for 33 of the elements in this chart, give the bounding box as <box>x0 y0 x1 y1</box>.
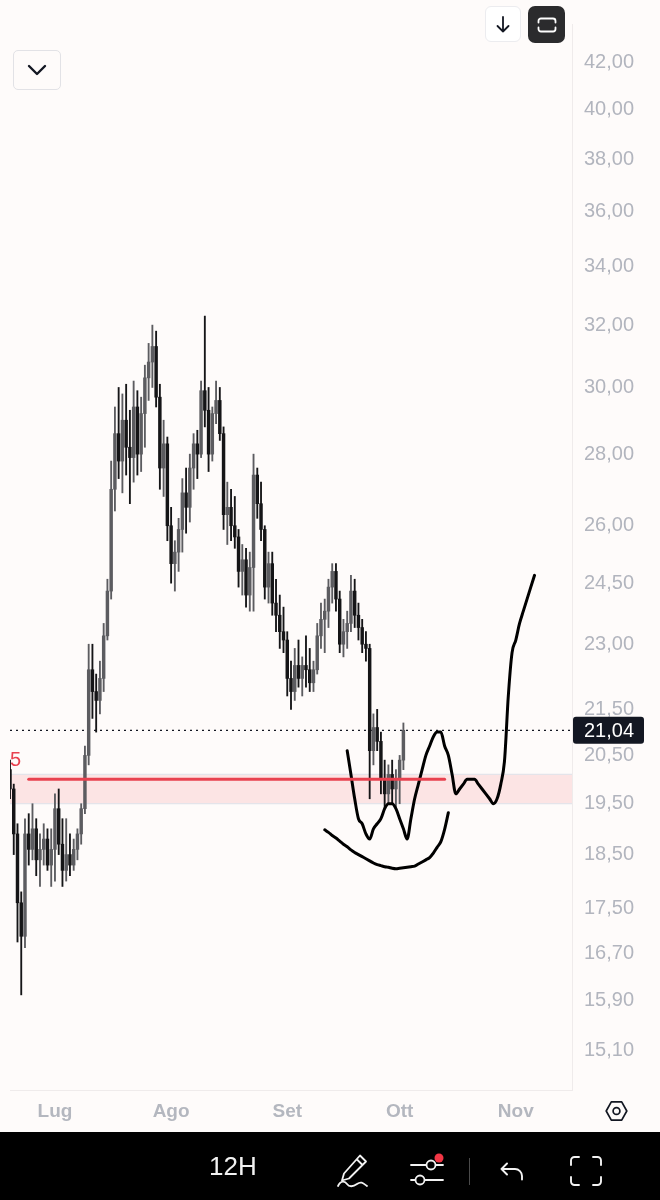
y-tick-label: 20,50 <box>584 742 635 765</box>
download-button[interactable] <box>485 6 521 42</box>
y-tick-label: 38,00 <box>584 146 635 169</box>
ref-line-label: 21,04 <box>584 718 635 741</box>
bottom-toolbar: 12H <box>0 1132 660 1200</box>
y-tick-label: 28,00 <box>584 441 635 464</box>
y-tick-label: 32,00 <box>584 312 635 335</box>
y-tick-label: 36,00 <box>584 198 635 221</box>
y-tick-label: 30,00 <box>584 374 635 397</box>
y-tick-label: 34,00 <box>584 254 635 277</box>
y-tick-label: 19,50 <box>584 791 635 814</box>
dropdown-button[interactable] <box>13 50 61 90</box>
annotation: 5 <box>10 747 22 770</box>
x-tick-label: Set <box>272 1099 303 1121</box>
x-tick-label: Ott <box>385 1099 415 1121</box>
line-series <box>323 811 450 871</box>
y-tick-label: 16,70 <box>584 941 635 964</box>
line-series <box>345 573 537 841</box>
y-tick-label: 21,50 <box>584 696 635 719</box>
fullscreen-button[interactable] <box>528 6 565 43</box>
x-tick-label: Nov <box>497 1099 535 1121</box>
y-tick-label: 26,00 <box>584 513 635 536</box>
x-tick-label: Lug <box>37 1099 73 1121</box>
y-tick-label: 18,50 <box>584 842 635 865</box>
x-tick-label: Ago <box>152 1099 190 1121</box>
y-tick-label: 15,90 <box>584 988 635 1011</box>
candlestick <box>304 635 308 688</box>
y-tick-label: 42,00 <box>584 49 635 72</box>
y-tick-label: 23,00 <box>584 631 635 654</box>
y-tick-label: 15,10 <box>584 1038 635 1061</box>
y-tick-label: 17,50 <box>584 895 635 918</box>
y-tick-label: 24,50 <box>584 570 635 593</box>
y-tick-label: 40,00 <box>584 97 635 119</box>
